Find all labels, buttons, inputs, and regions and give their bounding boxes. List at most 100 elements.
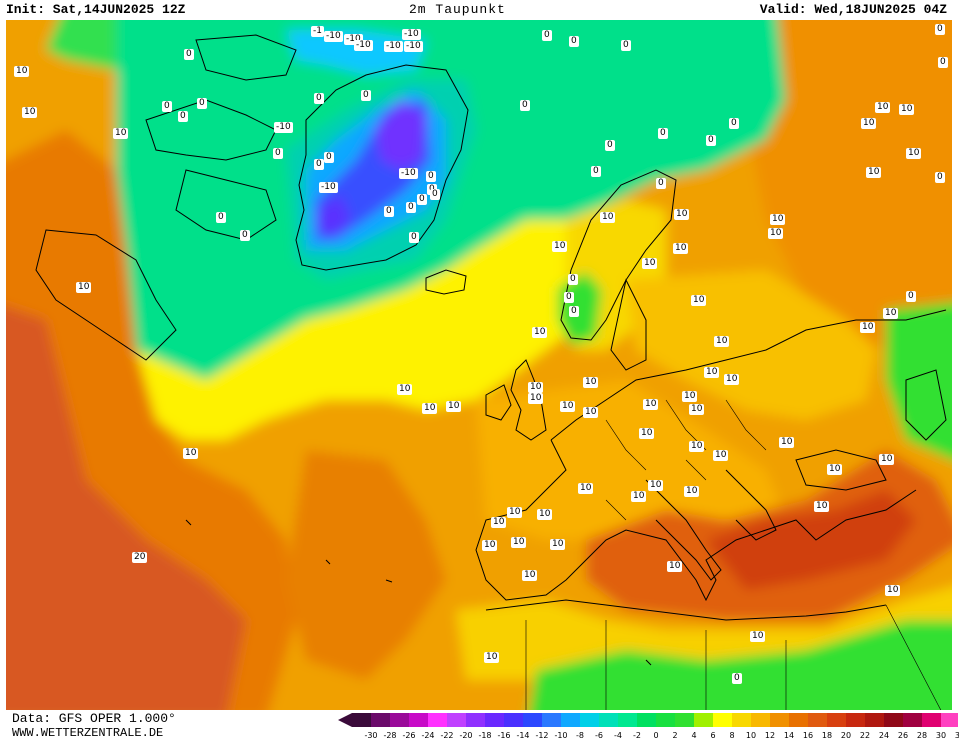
legend-swatch: [599, 713, 618, 727]
contour-label: 10: [906, 148, 922, 159]
legend-swatch: [789, 713, 808, 727]
contour-label: 10: [76, 282, 92, 293]
contour-label: 0: [542, 30, 552, 41]
contour-label: 10: [860, 322, 876, 333]
footer-bar: Data: GFS OPER 1.000° WWW.WETTERZENTRALE…: [0, 710, 959, 741]
legend-tick-label: -24: [421, 731, 435, 740]
legend-swatch: [884, 713, 903, 727]
contour-label: 10: [639, 428, 655, 439]
legend-swatch: [770, 713, 789, 727]
contour-label: 10: [484, 652, 500, 663]
contour-label: 10: [511, 537, 527, 548]
legend-swatch: [618, 713, 637, 727]
contour-label: 10: [528, 382, 544, 393]
contour-label: 0: [430, 189, 440, 200]
contour-label: 0: [564, 292, 574, 303]
legend-swatch: [371, 713, 390, 727]
contour-label: 10: [827, 464, 843, 475]
legend-tick-label: -2: [633, 731, 641, 740]
legend-tick-label: 6: [710, 731, 716, 740]
legend-tick-label: 12: [764, 731, 776, 740]
legend-swatch: [466, 713, 485, 727]
contour-label: 10: [643, 399, 659, 410]
legend-tick-label: 16: [802, 731, 814, 740]
contour-label: 10: [642, 258, 658, 269]
contour-label: 10: [552, 241, 568, 252]
legend-tick-label: 24: [878, 731, 890, 740]
contour-label: 10: [879, 454, 895, 465]
contour-label: 0: [729, 118, 739, 129]
header-bar: Init: Sat,14JUN2025 12Z 2m Taupunkt Vali…: [0, 0, 959, 20]
contour-label: 0: [409, 232, 419, 243]
contour-label: 10: [113, 128, 129, 139]
contour-label: 10: [899, 104, 915, 115]
data-source: Data: GFS OPER 1.000°: [12, 711, 176, 726]
contour-label: 0: [938, 57, 948, 68]
legend-tick-label: 30: [935, 731, 947, 740]
map-canvas: [6, 20, 952, 710]
legend-swatch: [409, 713, 428, 727]
contour-label: 0: [384, 206, 394, 217]
contour-label: 10: [750, 631, 766, 642]
contour-label: 10: [704, 367, 720, 378]
contour-label: 10: [684, 486, 700, 497]
legend-swatch: [751, 713, 770, 727]
contour-label: 10: [714, 336, 730, 347]
legend-swatch: [390, 713, 409, 727]
dewpoint-map: 10 10 10 0 0 0 0 -1 -10 -10 -10 -10 -10 -10 0 0 -10 0 0 0 -1…: [6, 20, 952, 710]
contour-label: 0: [520, 100, 530, 111]
contour-label: 10: [578, 483, 594, 494]
contour-label: 10: [528, 393, 544, 404]
contour-label: 10: [537, 509, 553, 520]
legend-swatch: [561, 713, 580, 727]
contour-label: -10: [399, 168, 418, 179]
legend-swatch: [941, 713, 959, 727]
color-legend: -30 -28 -26 -24 -22 -20 -18 -16 -14 -12 -10 -8 -6 -4-…: [338, 711, 959, 740]
contour-label: 10: [631, 491, 647, 502]
legend-arrow-left: [338, 713, 352, 727]
contour-label: 10: [600, 212, 616, 223]
init-time: Init: Sat,14JUN2025 12Z: [6, 2, 186, 17]
contour-label: 10: [550, 539, 566, 550]
legend-tick-label: 28: [916, 731, 928, 740]
legend-tick-label: 20: [840, 731, 852, 740]
legend-tick-label: 18: [821, 731, 833, 740]
contour-label: 10: [713, 450, 729, 461]
contour-label: 0: [406, 202, 416, 213]
contour-label: 0: [162, 101, 172, 112]
contour-label: -10: [344, 34, 363, 45]
legend-tick-label: 8: [729, 731, 735, 740]
legend-swatch: [447, 713, 466, 727]
contour-label: 0: [426, 171, 436, 182]
contour-label: 0: [417, 194, 427, 205]
legend-tick-label: 14: [783, 731, 795, 740]
contour-label: 0: [935, 24, 945, 35]
legend-bar: [338, 713, 959, 727]
contour-label: 10: [522, 570, 538, 581]
contour-label: 10: [779, 437, 795, 448]
contour-label: 10: [691, 295, 707, 306]
legend-tick-label: 0: [653, 731, 659, 740]
contour-label: 10: [491, 517, 507, 528]
contour-label: 0: [569, 306, 579, 317]
legend-tick-label: -18: [478, 731, 492, 740]
contour-label: 0: [568, 274, 578, 285]
contour-label: -10: [274, 122, 293, 133]
legend-tick-label: 22: [859, 731, 871, 740]
contour-label: 10: [14, 66, 30, 77]
contour-label: 10: [875, 102, 891, 113]
legend-tick-label: -4: [614, 731, 622, 740]
contour-label: 0: [706, 135, 716, 146]
contour-label: 20: [132, 552, 148, 563]
contour-label: 10: [673, 243, 689, 254]
valid-time: Valid: Wed,18JUN2025 04Z: [759, 2, 947, 17]
contour-label: 10: [674, 209, 690, 220]
legend-tick-label: 26: [897, 731, 909, 740]
contour-label: 10: [682, 391, 698, 402]
legend-swatch: [542, 713, 561, 727]
legend-swatch: [922, 713, 941, 727]
legend-swatch: [732, 713, 751, 727]
legend-swatch: [485, 713, 504, 727]
contour-label: -10: [384, 41, 403, 52]
contour-label: 10: [885, 585, 901, 596]
